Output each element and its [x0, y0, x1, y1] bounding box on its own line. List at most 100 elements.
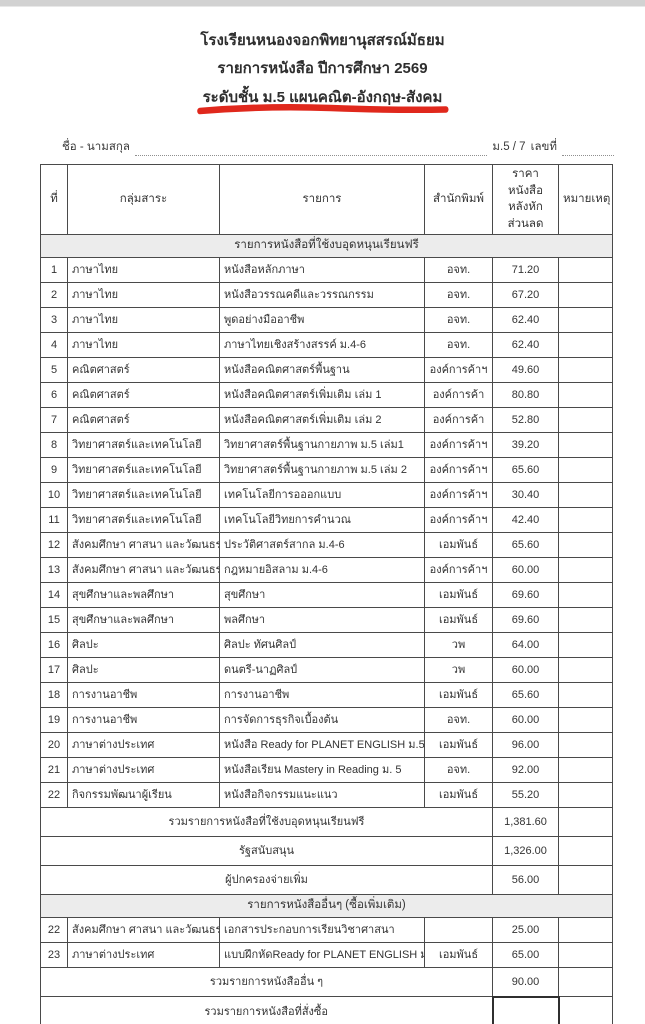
- cell-publisher: เอมพันธ์: [424, 681, 493, 708]
- cell-no: 23: [40, 941, 68, 968]
- cell-no: 11: [40, 506, 68, 533]
- cell-item: หนังสือเรียน Mastery in Reading ม. 5: [219, 756, 425, 783]
- cell-price: 65.60: [492, 456, 559, 483]
- cell-publisher: วพ: [424, 656, 493, 683]
- cell-item: หนังสือหลักภาษา: [219, 256, 425, 283]
- cell-item: หนังสือคณิตศาสตร์เพิ่มเติม เล่ม 2: [219, 406, 425, 433]
- cell-no: 18: [40, 681, 68, 708]
- cell-item: วิทยาศาสตร์พื้นฐานกายภาพ ม.5 เล่ม1: [219, 431, 425, 458]
- cell-price: 92.00: [492, 756, 559, 783]
- cell-price: 49.60: [492, 356, 559, 383]
- cell-note: [558, 731, 613, 758]
- summary-row: รวมรายการหนังสืออื่น ๆ 90.00: [40, 966, 613, 998]
- cell-price: 60.00: [492, 556, 559, 583]
- cell-group: ภาษาต่างประเทศ: [67, 731, 220, 758]
- student-name-label: ชื่อ - นามสกุล: [62, 141, 130, 153]
- cell-group: คณิตศาสตร์: [67, 356, 220, 383]
- student-name-blank: [134, 143, 488, 156]
- cell-price: 65.60: [492, 531, 559, 558]
- cell-group: ศิลปะ: [67, 631, 220, 658]
- section-header-row: รายการหนังสืออื่นๆ (ซื้อเพิ่มเติม): [40, 893, 613, 918]
- cell-publisher: เอมพันธ์: [424, 781, 493, 808]
- cell-price: 30.40: [492, 481, 559, 508]
- table-row: 13 สังคมศึกษา ศาสนา และวัฒนธรรม กฎหมายอิ…: [40, 556, 613, 583]
- cell-item: พูดอย่างมืออาชีพ: [219, 306, 425, 333]
- cell-price: 42.40: [492, 506, 559, 533]
- cell-no: 2: [40, 281, 68, 308]
- cell-publisher: อจท.: [424, 756, 493, 783]
- table-row: 2 ภาษาไทย หนังสือวรรณคดีและวรรณกรรม อจท.…: [40, 281, 613, 308]
- cell-note: [558, 531, 613, 558]
- section-title: รายการหนังสือที่ใช้งบอุดหนุนเรียนฟรี: [40, 233, 613, 258]
- summary-label: รัฐสนับสนุน: [40, 835, 493, 866]
- cell-publisher: องค์การค้าฯ: [424, 456, 493, 483]
- cell-no: 10: [40, 481, 68, 508]
- cell-note: [558, 781, 613, 808]
- col-header-publisher: สำนักพิมพ์: [424, 164, 493, 235]
- table-row: 23 ภาษาต่างประเทศ แบบฝึกหัดReady for PLA…: [40, 941, 613, 968]
- table-row: 4 ภาษาไทย ภาษาไทยเชิงสร้างสรรค์ ม.4-6 อจ…: [40, 331, 613, 358]
- col-header-note: หมายเหตุ: [558, 164, 613, 235]
- cell-no: 21: [40, 756, 68, 783]
- table-row: 8 วิทยาศาสตร์และเทคโนโลยี วิทยาศาสตร์พื้…: [40, 431, 613, 458]
- red-underline-mark: [196, 103, 449, 115]
- cell-item: หนังสือคณิตศาสตร์พื้นฐาน: [219, 356, 425, 383]
- document-title: รายการหนังสือ ปีการศึกษา 2569: [217, 60, 428, 77]
- summary-row: ผู้ปกครองจ่ายเพิ่ม 56.00: [40, 864, 613, 895]
- cell-no: 9: [40, 456, 68, 483]
- cell-note: [558, 256, 613, 283]
- cell-price: 65.00: [492, 941, 559, 968]
- cell-publisher: เอมพันธ์: [424, 606, 493, 633]
- student-number-blank: [562, 143, 614, 156]
- cell-item: วิทยาศาสตร์พื้นฐานกายภาพ ม.5 เล่ม 2: [219, 456, 425, 483]
- grade-plan-title-wrap: ระดับชั้น ม.5 แผนคณิต-อังกฤษ-สังคม: [196, 89, 449, 115]
- cell-item: สุขศึกษา: [219, 581, 425, 608]
- cell-note: [558, 306, 613, 333]
- school-name: โรงเรียนหนองจอกพิทยานุสสรณ์มัธยม: [200, 32, 445, 49]
- cell-group: สังคมศึกษา ศาสนา และวัฒนธรรม: [67, 916, 220, 943]
- cell-item: ศิลปะ ทัศนศิลป์: [219, 631, 425, 658]
- cell-item: หนังสือกิจกรรมแนะแนว: [219, 781, 425, 808]
- cell-note: [558, 941, 613, 968]
- cell-no: 19: [40, 706, 68, 733]
- cell-item: เทคโนโลยีวิทยการคำนวณ: [219, 506, 425, 533]
- cell-publisher: อจท.: [424, 331, 493, 358]
- cell-no: 6: [40, 381, 68, 408]
- cell-price: 52.80: [492, 406, 559, 433]
- cell-group: ภาษาต่างประเทศ: [67, 756, 220, 783]
- document-header: โรงเรียนหนองจอกพิทยานุสสรณ์มัธยม รายการห…: [0, 33, 645, 118]
- cell-item: หนังสือ Ready for PLANET ENGLISH ม.5: [219, 731, 425, 758]
- summary-row: รัฐสนับสนุน 1,326.00: [40, 835, 613, 866]
- book-table-body: รายการหนังสือที่ใช้งบอุดหนุนเรียนฟรี 1 ภ…: [40, 233, 613, 1024]
- table-row: 9 วิทยาศาสตร์และเทคโนโลยี วิทยาศาสตร์พื้…: [40, 456, 613, 483]
- table-row: 3 ภาษาไทย พูดอย่างมืออาชีพ อจท. 62.40: [40, 306, 613, 333]
- cell-publisher: วพ: [424, 631, 493, 658]
- table-row: 1 ภาษาไทย หนังสือหลักภาษา อจท. 71.20: [40, 256, 613, 283]
- cell-group: สังคมศึกษา ศาสนา และวัฒนธรรม: [67, 556, 220, 583]
- cell-price: 60.00: [492, 706, 559, 733]
- table-row: 20 ภาษาต่างประเทศ หนังสือ Ready for PLAN…: [40, 731, 613, 758]
- cell-no: 12: [40, 531, 68, 558]
- grade-plan-title: ระดับชั้น ม.5 แผนคณิต-อังกฤษ-สังคม: [202, 89, 443, 106]
- section-title: รายการหนังสืออื่นๆ (ซื้อเพิ่มเติม): [40, 893, 613, 918]
- cell-no: 13: [40, 556, 68, 583]
- cell-item: หนังสือคณิตศาสตร์เพิ่มเติม เล่ม 1: [219, 381, 425, 408]
- cell-note: [558, 631, 613, 658]
- cell-publisher: องค์การค้า: [424, 406, 493, 433]
- cell-note: [558, 756, 613, 783]
- summary-value: [491, 995, 560, 1024]
- summary-note: [558, 835, 613, 866]
- summary-label: ผู้ปกครองจ่ายเพิ่ม: [40, 864, 493, 895]
- cell-no: 22: [40, 781, 68, 808]
- cell-group: ภาษาไทย: [67, 281, 220, 308]
- table-row: 10 วิทยาศาสตร์และเทคโนโลยี เทคโนโลยีการอ…: [40, 481, 613, 508]
- cell-no: 20: [40, 731, 68, 758]
- cell-group: ศิลปะ: [67, 656, 220, 683]
- table-row: 21 ภาษาต่างประเทศ หนังสือเรียน Mastery i…: [40, 756, 613, 783]
- table-row: 7 คณิตศาสตร์ หนังสือคณิตศาสตร์เพิ่มเติม …: [40, 406, 613, 433]
- cell-group: การงานอาชีพ: [67, 681, 220, 708]
- cell-note: [558, 431, 613, 458]
- cell-group: กิจกรรมพัฒนาผู้เรียน: [67, 781, 220, 808]
- cell-publisher: องค์การค้าฯ: [424, 556, 493, 583]
